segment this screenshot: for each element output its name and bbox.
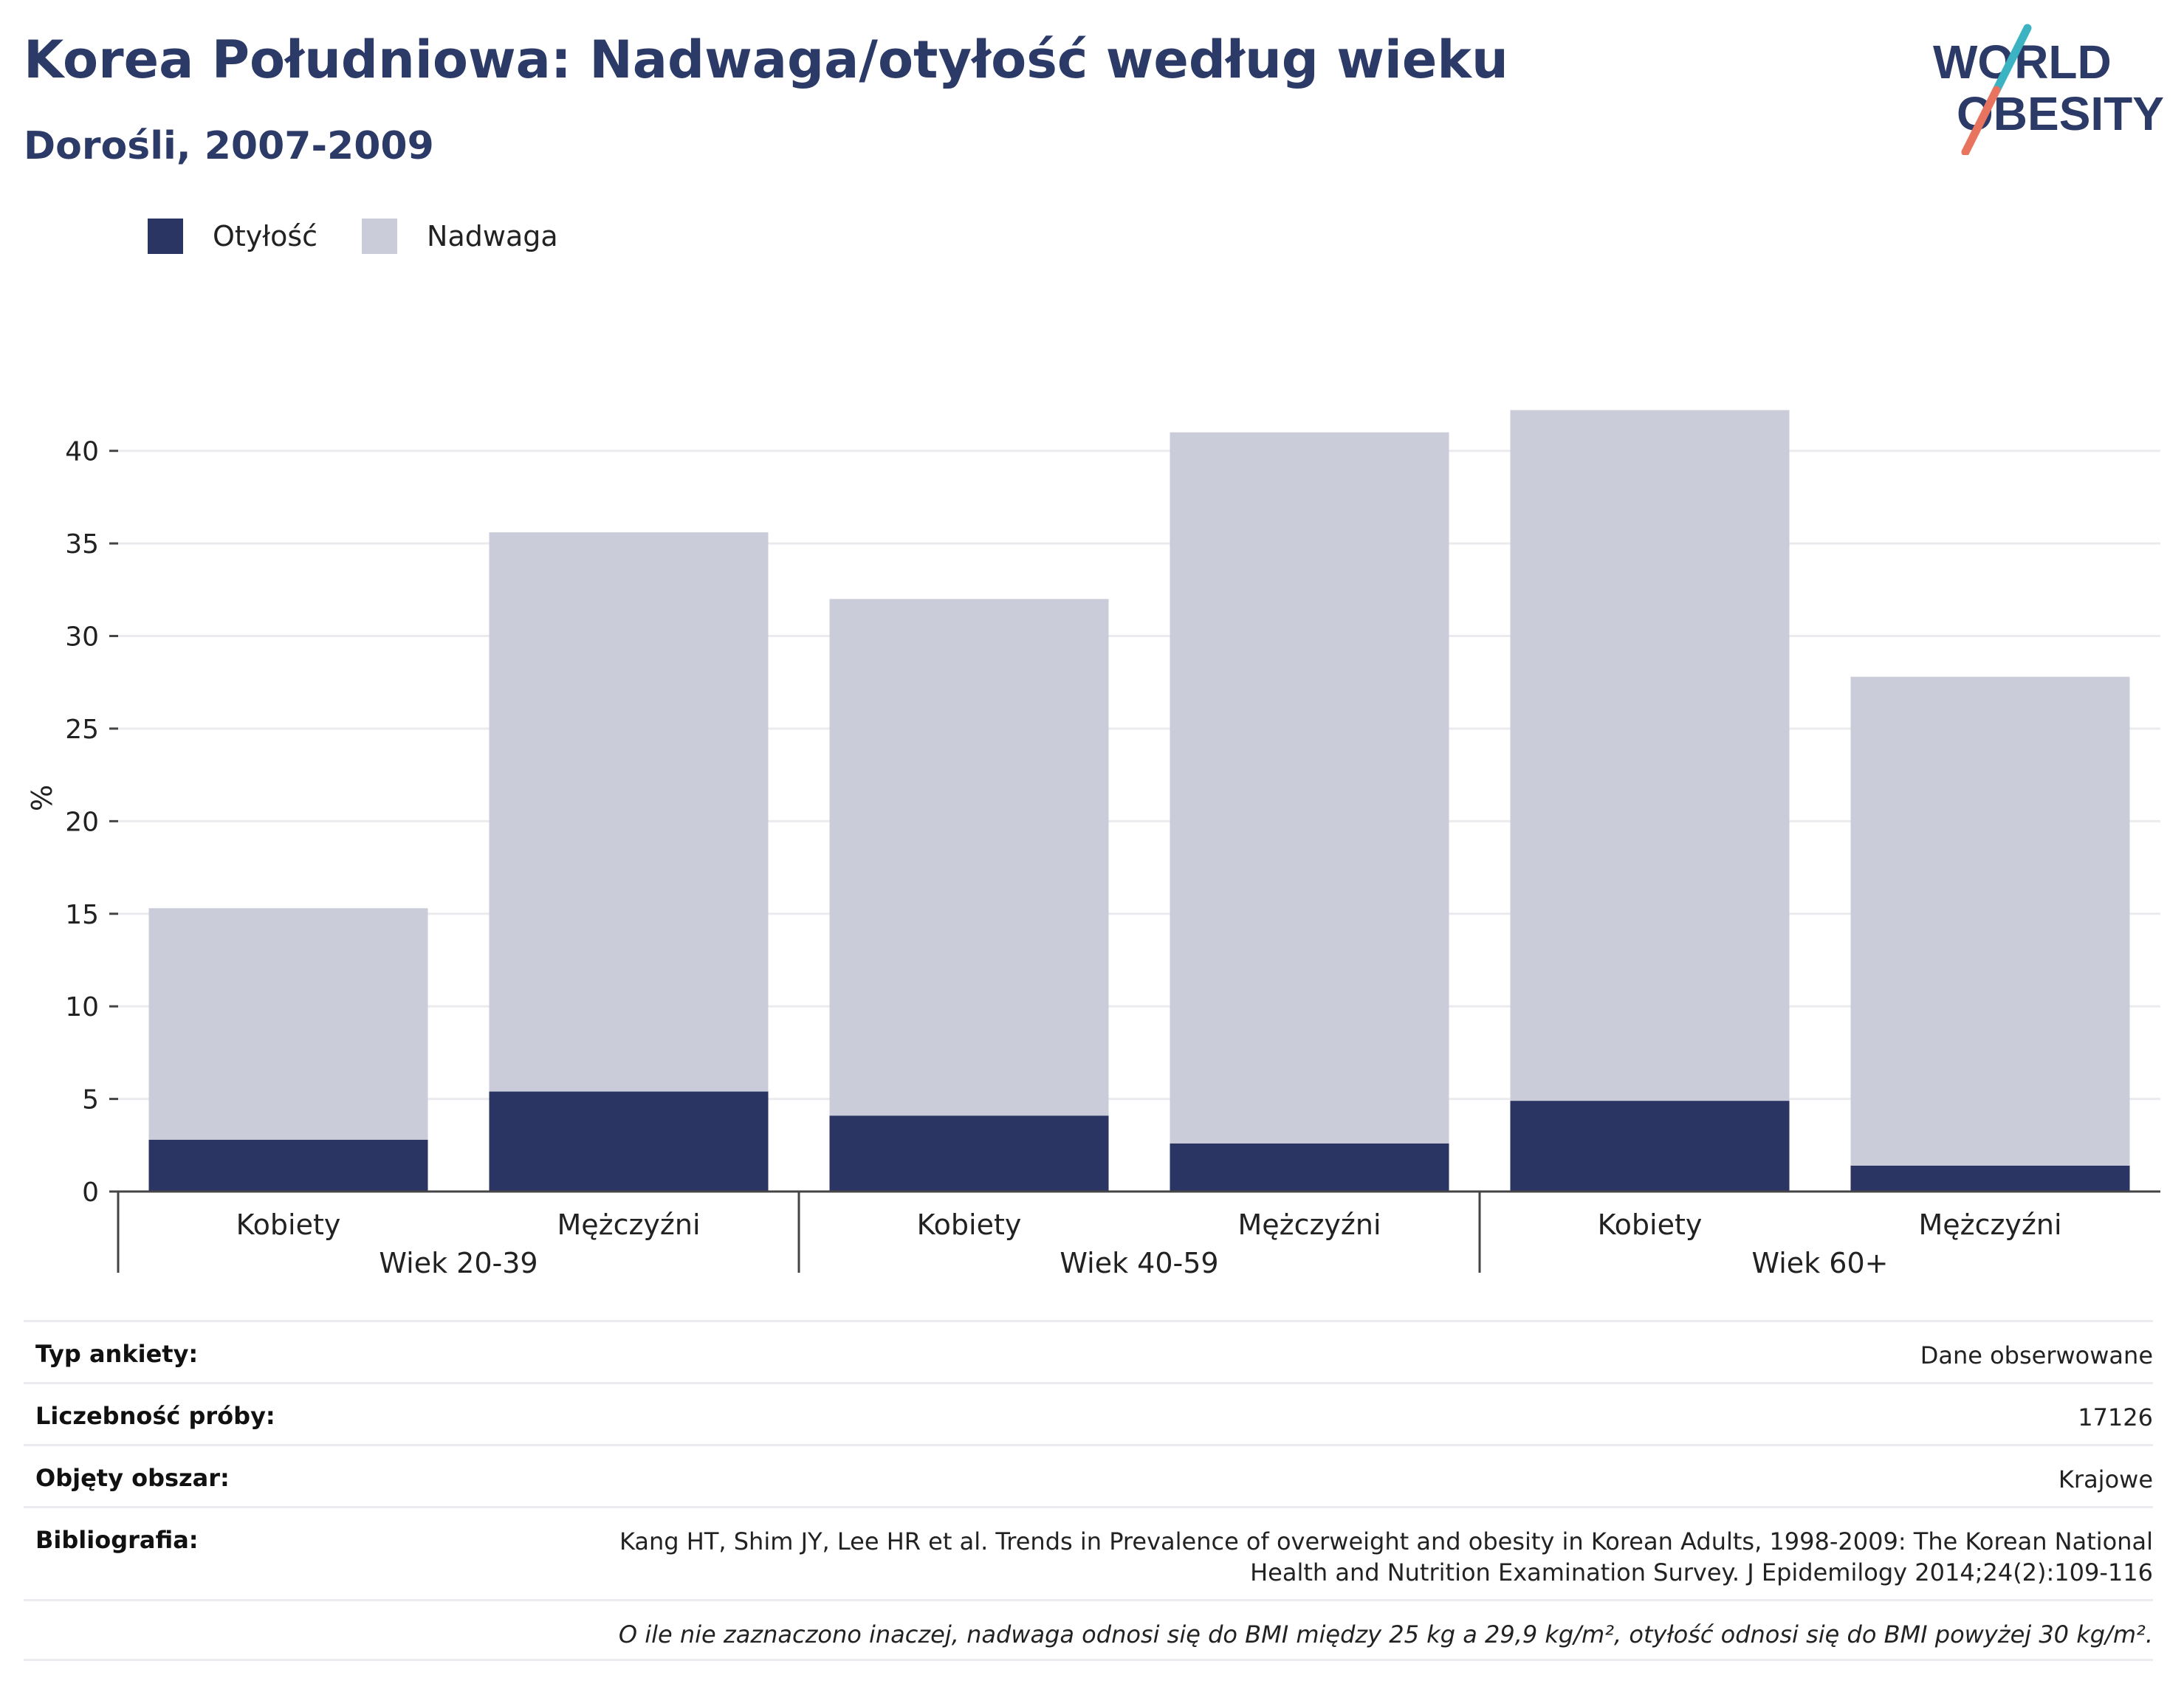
bar-chart: 0 5 10 15 20 25 30 35 40% Kobiety Mężczyźni Kobiety… [26,410,2160,1279]
survey-type-value: Dane obserwowane [1920,1341,2153,1369]
bar-overweight [1170,432,1449,1144]
x-category-label: Mężczyźni [1918,1208,2061,1241]
legend-item-overweight[interactable]: Nadwaga [362,219,558,254]
bar-overweight [1510,410,1790,1101]
legend-swatch-obesity [148,219,183,254]
area-value: Krajowe [2058,1465,2153,1493]
legend-label-obesity: Otyłość [213,220,318,252]
y-tick-label: 20 [65,807,99,837]
logo-slash-coral [1961,86,2001,155]
y-tick-label: 30 [65,622,99,653]
x-category-label: Kobiety [917,1208,1022,1241]
bar-obesity [489,1091,769,1192]
world-obesity-logo: WORLD OBESITY [1933,24,2164,155]
chart-title: Korea Południowa: Nadwaga/otyłość według… [24,30,1508,90]
bar-obesity [1170,1143,1449,1192]
y-axis-label: % [26,785,58,811]
y-tick-label: 40 [65,437,99,467]
y-tick-label: 35 [65,529,99,560]
x-category-label: Mężczyźni [557,1208,700,1241]
y-tick-label: 5 [82,1085,99,1115]
logo-slash-teal [1992,24,2032,94]
legend: Otyłość Nadwaga [148,219,602,254]
bar-obesity [1510,1101,1790,1192]
legend-swatch-overweight [362,219,398,254]
x-group-label: Wiek 40-59 [1060,1247,1218,1279]
bibliography-line2: Health and Nutrition Examination Survey.… [1250,1558,2153,1586]
bar-overweight [1850,676,2130,1166]
x-group-label: Wiek 60+ [1752,1247,1889,1279]
y-tick-label: 0 [82,1177,99,1208]
sample-value: 17126 [2078,1403,2153,1431]
legend-label-overweight: Nadwaga [427,220,558,252]
info-row-bibliography: Bibliografia: Kang HT, Shim JY, Lee HR e… [24,1506,2153,1599]
bar-overweight [148,908,428,1140]
info-row-sample: Liczebność próby: 17126 [24,1382,2153,1444]
x-group-label: Wiek 20-39 [379,1247,538,1279]
info-row-note: O ile nie zaznaczono inaczej, nadwaga od… [24,1599,2153,1661]
info-row-area: Objęty obszar: Krajowe [24,1444,2153,1506]
bibliography-line1: Kang HT, Shim JY, Lee HR et al. Trends i… [619,1527,2153,1555]
bibliography-value: Kang HT, Shim JY, Lee HR et al. Trends i… [619,1508,2153,1588]
bibliography-label: Bibliografia: [35,1526,199,1554]
bar-obesity [148,1139,428,1192]
chart-subtitle: Dorośli, 2007-2009 [24,124,434,168]
bar-overweight [489,532,769,1092]
y-tick-label: 10 [65,992,99,1022]
info-table: Typ ankiety: Dane obserwowane Liczebność… [24,1320,2153,1661]
area-label: Objęty obszar: [35,1464,230,1492]
bar-obesity [1850,1165,2130,1192]
y-tick-label: 25 [65,715,99,745]
sample-label: Liczebność próby: [35,1402,275,1430]
bar-obesity [829,1115,1109,1192]
x-category-label: Kobiety [236,1208,341,1241]
info-row-survey-type: Typ ankiety: Dane obserwowane [24,1320,2153,1382]
x-category-label: Kobiety [1598,1208,1703,1241]
legend-item-obesity[interactable]: Otyłość [148,219,317,254]
x-category-label: Mężczyźni [1237,1208,1381,1241]
survey-type-label: Typ ankiety: [35,1340,199,1368]
definition-note: O ile nie zaznaczono inaczej, nadwaga od… [618,1620,2153,1648]
y-tick-label: 15 [65,900,99,930]
bar-overweight [829,599,1109,1116]
